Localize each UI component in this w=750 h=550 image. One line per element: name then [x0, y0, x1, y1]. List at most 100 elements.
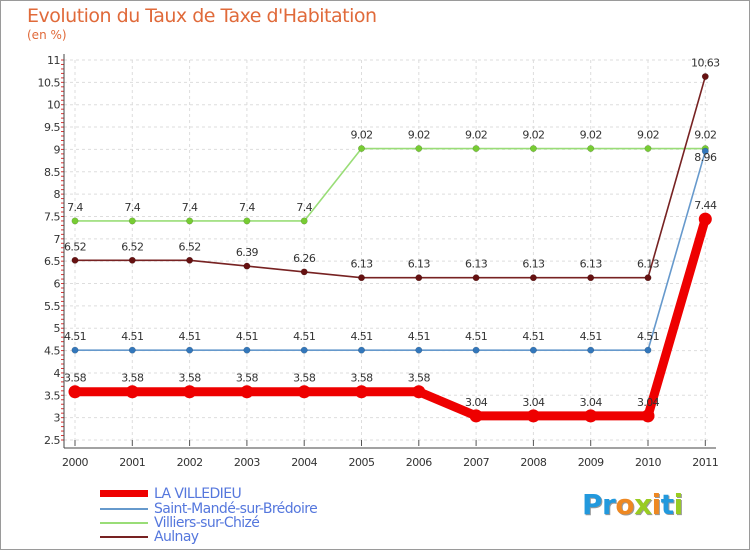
data-label: 6.52 [64, 240, 86, 253]
data-point [587, 274, 595, 282]
data-point [529, 346, 537, 354]
y-tick-label: 4 [54, 367, 61, 380]
data-label: 6.52 [179, 240, 201, 253]
logo-letter: i [651, 488, 662, 521]
y-tick-label: 10.5 [38, 76, 61, 89]
data-point [701, 73, 709, 80]
data-label: 4.51 [522, 330, 544, 343]
data-point [240, 385, 254, 399]
y-tick-label: 11 [47, 54, 60, 67]
data-point [186, 346, 194, 354]
data-label: 7.4 [67, 201, 83, 214]
chart-title: Evolution du Taux de Taxe d'Habitation [27, 5, 377, 27]
legend-swatch [100, 522, 148, 524]
y-tick-label: 10 [47, 99, 60, 112]
legend-swatch [100, 490, 148, 497]
data-label: 7.4 [124, 201, 140, 214]
data-label: 4.51 [350, 330, 372, 343]
data-point [415, 346, 423, 354]
data-label: 9.02 [694, 129, 716, 142]
legend-item-aulnay: Aulnay [100, 529, 400, 545]
data-label: 4.51 [580, 330, 602, 343]
proxiti-logo: Proxiti [582, 488, 683, 521]
data-point [186, 217, 194, 225]
x-tick-label: 2000 [62, 456, 88, 469]
data-label: 4.51 [179, 330, 201, 343]
data-label: 4.51 [64, 330, 86, 343]
y-tick-label: 3.5 [44, 389, 60, 402]
y-tick-label: 8 [54, 188, 61, 201]
data-point [587, 346, 595, 354]
data-label: 9.02 [408, 129, 430, 142]
data-label: 7.4 [182, 201, 198, 214]
y-tick-label: 9 [54, 143, 61, 156]
data-point [644, 274, 652, 282]
x-tick-label: 2009 [578, 456, 604, 469]
x-tick-label: 2007 [463, 456, 489, 469]
data-label: 7.44 [694, 199, 717, 212]
logo-letter: r [602, 488, 616, 521]
series-lines [68, 73, 712, 423]
legend-label: Saint-Mandé-sur-Brédoire [154, 501, 318, 517]
legend-swatch [100, 536, 148, 538]
logo-letter: x [634, 488, 652, 521]
x-tick-label: 2011 [692, 456, 718, 469]
x-tick-label: 2004 [291, 456, 317, 469]
series-line-saint-mand-sur-br-doire [74, 150, 707, 351]
data-point [358, 145, 365, 152]
data-label: 3.58 [179, 372, 202, 385]
data-label: 3.58 [293, 372, 316, 385]
data-point [529, 274, 537, 282]
data-label: 9.02 [580, 129, 602, 142]
data-label: 6.39 [236, 246, 259, 259]
data-point [415, 145, 423, 152]
data-label: 6.13 [637, 258, 660, 271]
data-point [701, 147, 709, 155]
data-label: 6.13 [408, 258, 431, 271]
y-tick-label: 7.5 [44, 210, 60, 223]
data-point [186, 256, 194, 264]
data-point [243, 262, 251, 270]
data-label: 4.51 [465, 330, 487, 343]
series-line-la-villedieu [70, 214, 710, 421]
data-point [472, 145, 480, 152]
data-point [128, 256, 136, 264]
data-point [641, 409, 655, 423]
data-label: 3.58 [64, 372, 87, 385]
y-tick-label: 6.5 [44, 255, 60, 268]
data-label: 6.52 [121, 240, 143, 253]
data-label: 6.13 [465, 258, 488, 271]
data-label: 6.13 [522, 258, 545, 271]
legend-label: Aulnay [154, 529, 199, 545]
data-point [529, 145, 537, 152]
data-label: 6.13 [580, 258, 603, 271]
legend-item-saint-mande: Saint-Mandé-sur-Brédoire [100, 501, 400, 517]
data-point [358, 346, 365, 354]
y-tick-label: 4.5 [44, 345, 60, 358]
data-label: 7.4 [239, 201, 255, 214]
data-point [243, 346, 251, 354]
x-tick-label: 2002 [177, 456, 203, 469]
legend-item-la-villedieu: LA VILLEDIEU [100, 486, 400, 502]
legend-swatch [100, 508, 148, 510]
data-label: 4.51 [637, 330, 659, 343]
data-label: 4.51 [408, 330, 430, 343]
data-label: 9.02 [465, 129, 487, 142]
grid-lines [64, 59, 708, 441]
data-point [125, 385, 139, 399]
y-tick-label: 5.5 [44, 300, 60, 313]
data-point [128, 217, 136, 225]
data-label: 3.04 [580, 396, 603, 409]
data-point [587, 145, 595, 152]
data-label: 6.13 [350, 258, 373, 271]
y-tick-label: 3 [54, 412, 61, 425]
logo-letter: t [660, 488, 674, 521]
data-label: 3.04 [522, 396, 545, 409]
data-label: 4.51 [236, 330, 258, 343]
data-label: 9.02 [350, 129, 372, 142]
y-tick-label: 9.5 [44, 121, 60, 134]
data-point [472, 346, 480, 354]
x-tick-label: 2010 [635, 456, 661, 469]
